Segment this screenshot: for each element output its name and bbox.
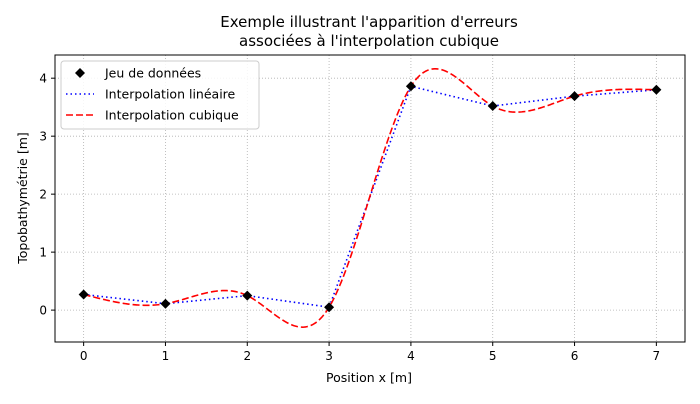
x-tick-label: 0: [80, 349, 88, 363]
legend-entry: Jeu de données: [75, 66, 201, 81]
x-tick-label: 2: [243, 349, 251, 363]
y-tick-label: 2: [39, 188, 47, 202]
data-point-marker: [242, 290, 253, 301]
series-layer: [78, 67, 662, 328]
axis-ticks: 0 1 2 3 4 5 6 7 0 1 2 3 4: [39, 72, 660, 363]
x-tick-label: 4: [407, 349, 415, 363]
y-tick-label: 0: [39, 304, 47, 318]
data-point-marker: [405, 81, 416, 92]
legend-entry: Interpolation linéaire: [66, 87, 236, 102]
legend-label: Interpolation cubique: [105, 108, 239, 123]
legend-box: [60, 60, 260, 130]
legend: Jeu de données Interpolation linéaire Inte…: [60, 60, 260, 130]
legend-label: Jeu de données: [104, 66, 201, 81]
x-tick-label: 3: [325, 349, 333, 363]
data-point-marker: [487, 101, 498, 112]
legend-entry: Interpolation cubique: [66, 108, 239, 123]
data-point-marker: [78, 289, 89, 300]
legend-marker: [75, 68, 85, 78]
x-tick-label: 1: [162, 349, 170, 363]
chart-title-line-1: Exemple illustrant l'apparition d'erreur…: [220, 13, 518, 31]
series-line-2: [83, 67, 657, 328]
y-tick-label: 4: [39, 72, 47, 86]
x-axis-label: Position x [m]: [326, 370, 412, 385]
y-tick-label: 1: [39, 246, 47, 260]
data-point-marker: [569, 91, 580, 102]
x-tick-label: 7: [653, 349, 661, 363]
chart-title-line-2: associées à l'interpolation cubique: [239, 32, 499, 50]
data-point-marker: [324, 302, 335, 313]
legend-label: Interpolation linéaire: [105, 87, 236, 102]
x-tick-label: 6: [571, 349, 579, 363]
y-tick-label: 3: [39, 130, 47, 144]
data-point-marker: [651, 84, 662, 95]
x-tick-label: 5: [489, 349, 497, 363]
plot-area-frame: [54, 54, 686, 343]
y-axis-label: Topobathymétrie [m]: [15, 132, 30, 265]
data-point-marker: [160, 298, 171, 309]
